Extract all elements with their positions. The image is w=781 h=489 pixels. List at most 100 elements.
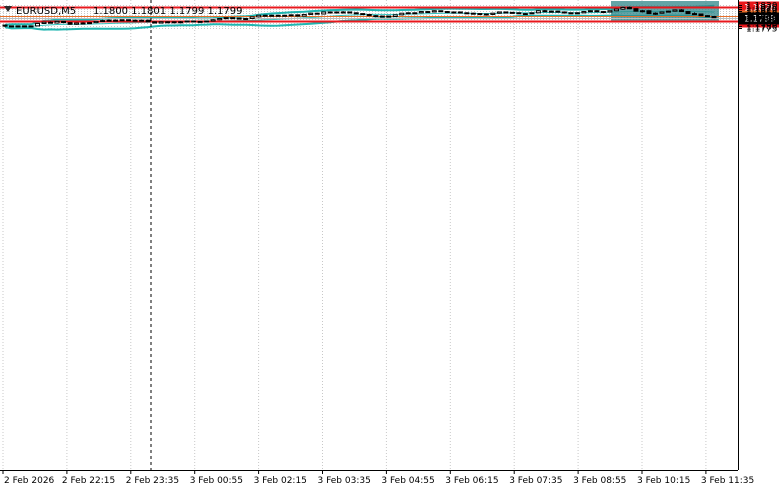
candle bbox=[561, 11, 567, 14]
candle-body-up bbox=[74, 22, 80, 25]
candle bbox=[412, 12, 418, 15]
candle bbox=[87, 22, 93, 25]
candle-body-down bbox=[464, 12, 470, 15]
candle-body-down bbox=[230, 17, 236, 20]
candle bbox=[80, 22, 86, 25]
candle bbox=[633, 8, 639, 12]
candle bbox=[626, 6, 632, 10]
candle-body-up bbox=[659, 11, 665, 14]
candle bbox=[145, 19, 151, 23]
candle bbox=[516, 12, 522, 15]
candle-body-up bbox=[197, 20, 203, 23]
candle-body-down bbox=[509, 11, 515, 14]
candle bbox=[334, 11, 340, 14]
candle-body-up bbox=[574, 12, 580, 15]
candle-body-up bbox=[158, 21, 164, 24]
candle bbox=[100, 19, 106, 23]
candle bbox=[711, 15, 717, 19]
candle-body-down bbox=[477, 13, 483, 16]
horizontal-levels[interactable] bbox=[0, 6, 738, 23]
candle-body-down bbox=[386, 15, 392, 18]
candle bbox=[35, 22, 41, 27]
candle-body-down bbox=[503, 11, 509, 14]
candle bbox=[464, 12, 470, 15]
candle-body-up bbox=[418, 11, 424, 14]
candle-body-up bbox=[340, 11, 346, 14]
candle-body-down bbox=[80, 22, 86, 25]
candle bbox=[672, 9, 678, 12]
candle bbox=[659, 11, 665, 14]
candle-body-up bbox=[607, 10, 613, 13]
candle-body-up bbox=[496, 11, 502, 14]
candle bbox=[691, 12, 697, 16]
candle-body-up bbox=[256, 14, 262, 18]
candle-body-down bbox=[711, 15, 717, 19]
y-tick-label: 1.1825 bbox=[746, 4, 778, 14]
candle-body-up bbox=[119, 19, 125, 22]
candle bbox=[249, 16, 255, 20]
y-tick-label: 1.1815 bbox=[746, 8, 778, 18]
candle bbox=[425, 11, 431, 14]
candle bbox=[314, 12, 320, 15]
level-tag-label: 1.1826 bbox=[744, 4, 776, 14]
candle bbox=[568, 12, 574, 15]
lower-band-line bbox=[4, 14, 715, 31]
x-tick-label: 3 Feb 10:15 bbox=[637, 476, 690, 486]
candle-body-down bbox=[132, 19, 138, 22]
candle bbox=[126, 19, 132, 22]
y-tick-label: 1.1790 bbox=[746, 18, 778, 28]
candle-body-up bbox=[308, 12, 314, 15]
candle bbox=[594, 10, 600, 13]
candle-body-up bbox=[223, 17, 229, 20]
candle bbox=[535, 10, 541, 14]
candle-body-up bbox=[41, 21, 47, 24]
candle bbox=[405, 12, 411, 15]
candle bbox=[431, 10, 437, 13]
candle-body-down bbox=[61, 20, 67, 24]
candle bbox=[587, 10, 593, 13]
candle bbox=[347, 11, 353, 14]
candle bbox=[9, 25, 15, 28]
candle bbox=[529, 12, 535, 15]
candle bbox=[301, 13, 307, 17]
candle-body-down bbox=[366, 13, 372, 17]
x-tick-label: 3 Feb 00:55 bbox=[190, 476, 243, 486]
candle bbox=[197, 20, 203, 23]
candle-body-down bbox=[171, 21, 177, 24]
y-tick-label: 1.1820 bbox=[746, 6, 778, 16]
candle-body-down bbox=[594, 10, 600, 13]
candle bbox=[685, 11, 691, 15]
candle-body-down bbox=[646, 10, 652, 15]
candle bbox=[522, 13, 528, 16]
time-axis[interactable]: 2 Feb 2026 2 Feb 22:15 2 Feb 23:35 3 Feb 00… bbox=[0, 470, 754, 486]
candle-body-down bbox=[347, 11, 353, 14]
y-tick-label: 1.1800 bbox=[746, 14, 778, 24]
candle bbox=[698, 13, 704, 17]
candle-body-up bbox=[405, 12, 411, 15]
candle-body-up bbox=[451, 11, 457, 14]
candle bbox=[438, 10, 444, 13]
candle-body-up bbox=[243, 18, 249, 21]
candle bbox=[574, 12, 580, 15]
candle-body-down bbox=[633, 8, 639, 12]
candle-body-up bbox=[522, 13, 528, 16]
candle bbox=[600, 11, 606, 14]
candle-body-down bbox=[444, 11, 450, 14]
candle-body-up bbox=[28, 25, 34, 28]
candle-body-up bbox=[210, 19, 216, 22]
candle-body-down bbox=[360, 13, 366, 16]
candle-body-down bbox=[67, 22, 73, 25]
candle bbox=[74, 22, 80, 25]
price-axis[interactable]: 1.18301.18251.18201.18151.18101.18051.18… bbox=[738, 0, 778, 470]
candle bbox=[152, 21, 158, 24]
x-tick-label: 3 Feb 04:55 bbox=[381, 476, 434, 486]
candle bbox=[54, 20, 60, 24]
candle bbox=[321, 11, 327, 15]
candle-body-up bbox=[15, 25, 21, 28]
candle bbox=[93, 20, 99, 24]
candle bbox=[106, 19, 112, 22]
candle-body-up bbox=[587, 10, 593, 13]
candle bbox=[542, 9, 548, 13]
